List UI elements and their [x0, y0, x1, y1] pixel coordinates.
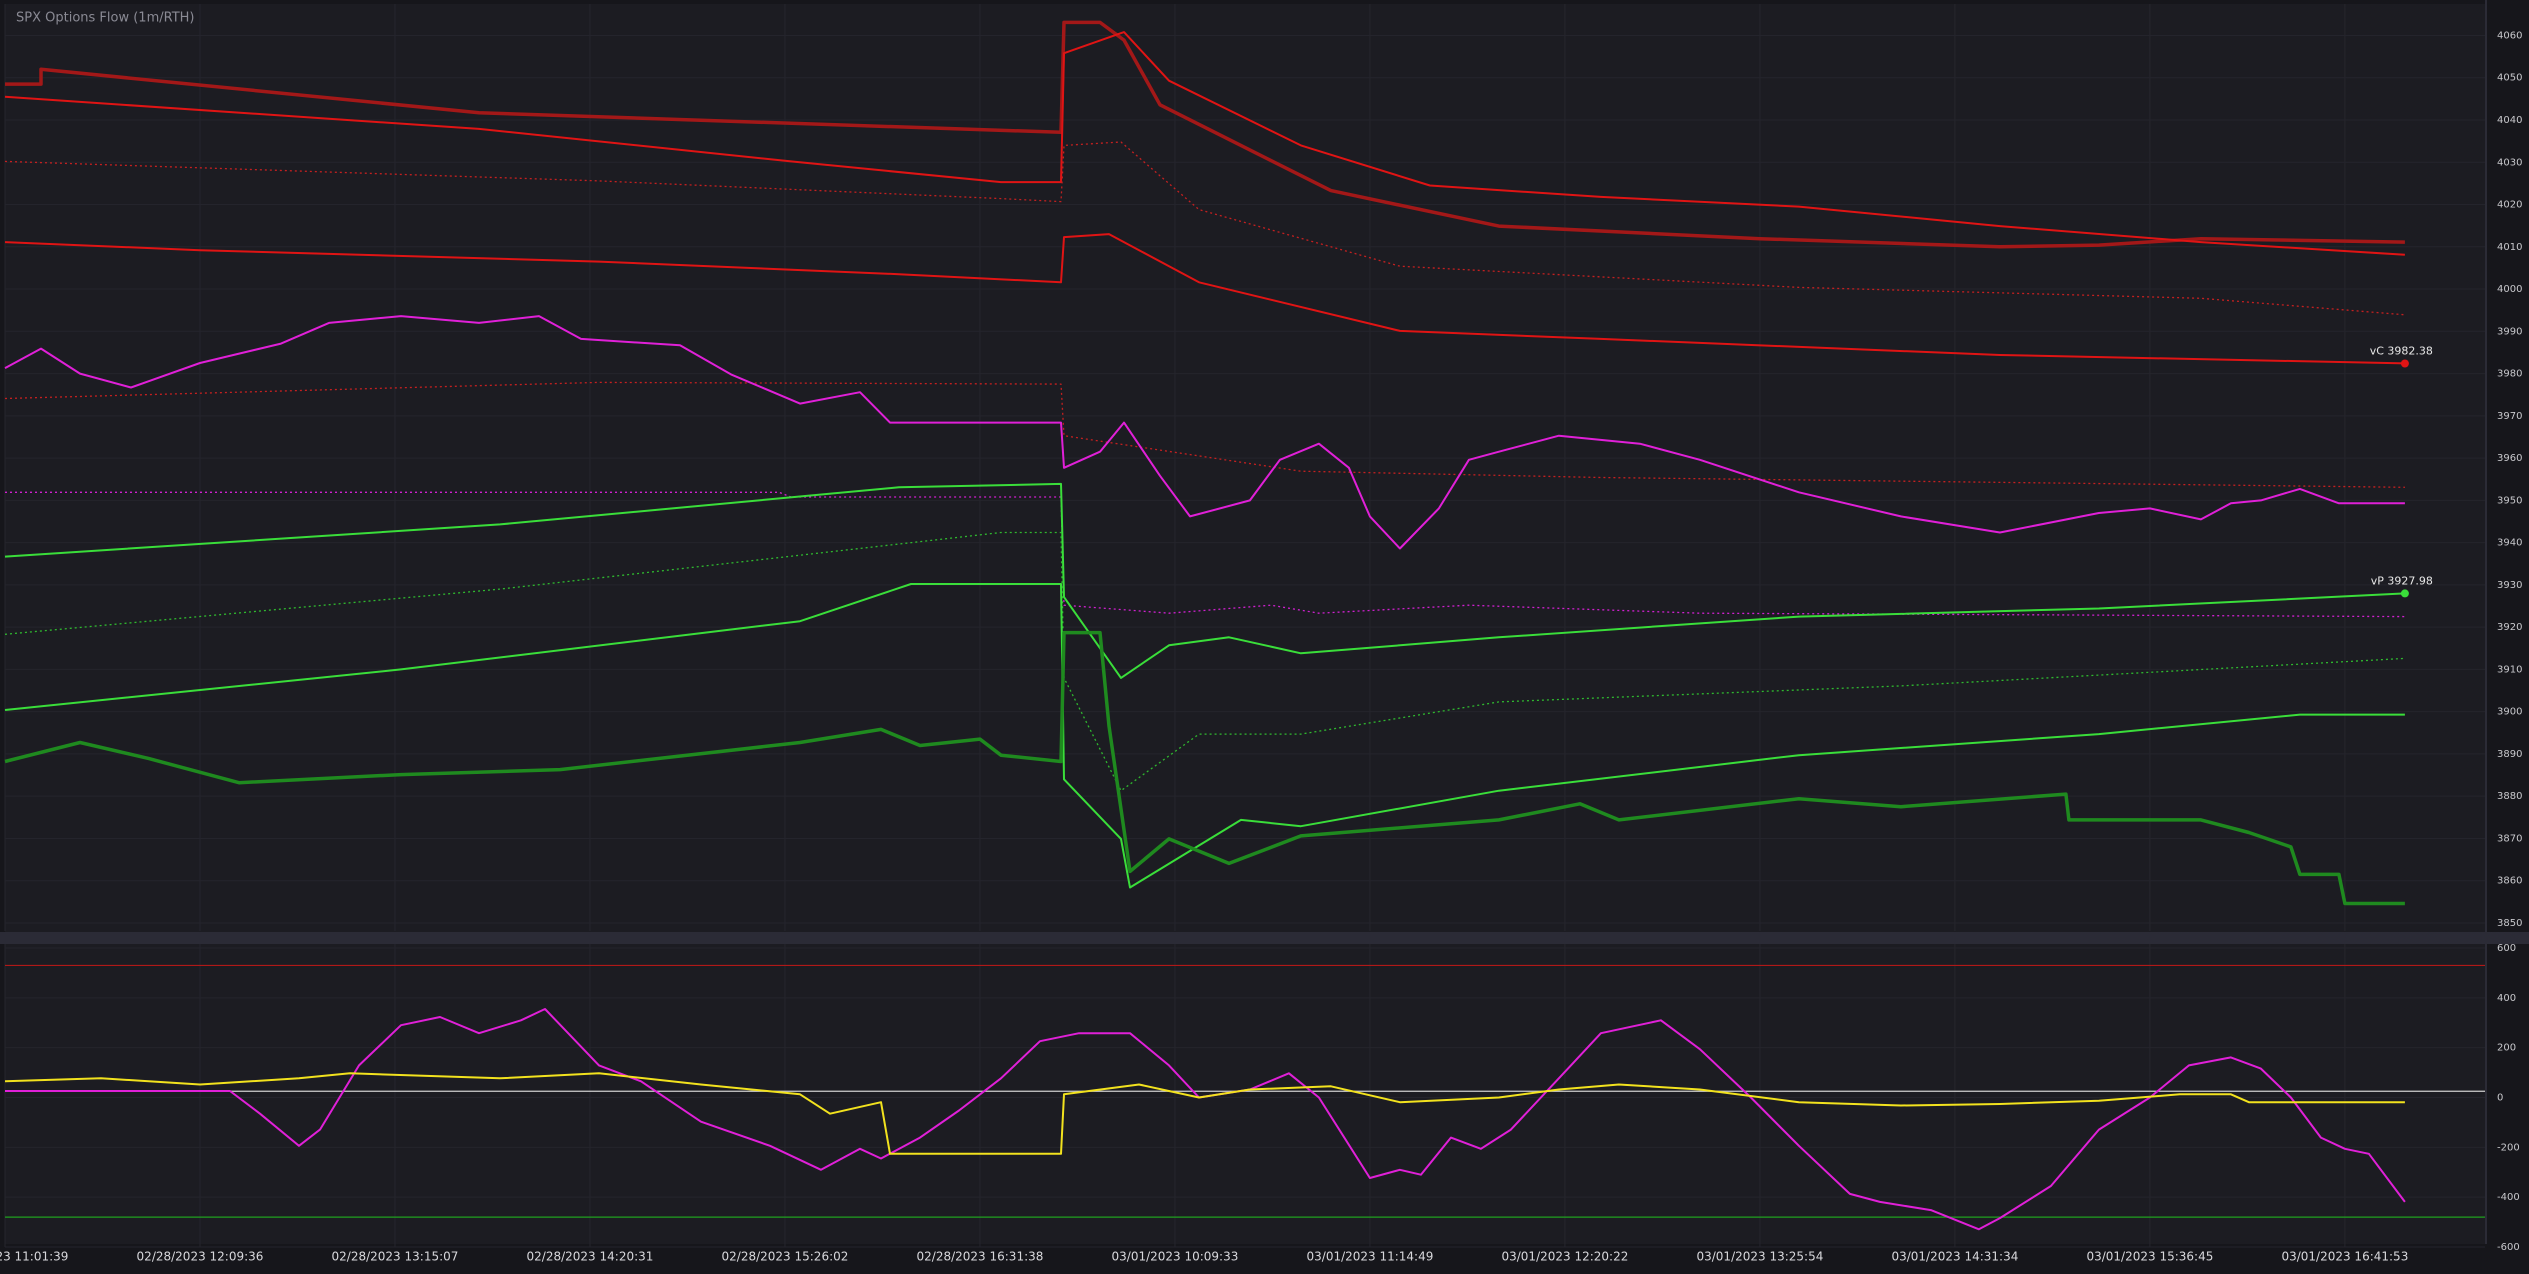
y-tick-label: 3930: [2497, 580, 2522, 591]
x-tick-label: 02/28/2023 12:09:36: [137, 1250, 264, 1264]
y-tick-label: 3900: [2497, 707, 2522, 718]
x-tick-label: 03/01/2023 11:14:49: [1307, 1250, 1434, 1264]
y-tick-label: -600: [2497, 1242, 2520, 1253]
series-line: [4, 315, 2405, 550]
oscillator-panel: [5, 944, 2485, 1244]
y-tick-label: 3920: [2497, 622, 2522, 633]
y-tick-label: 400: [2497, 993, 2516, 1004]
y-tick-label: 200: [2497, 1043, 2516, 1054]
x-tick-label: 03/01/2023 16:41:53: [2281, 1250, 2408, 1264]
y-tick-label: 4060: [2497, 30, 2522, 41]
x-tick-label: 03/01/2023 12:20:22: [1501, 1250, 1628, 1264]
annotation-marker: [2400, 359, 2409, 368]
y-tick-label: 3850: [2497, 918, 2522, 929]
y-tick-label: 4050: [2497, 73, 2522, 84]
series-line: [4, 141, 2405, 316]
y-tick-label: -400: [2497, 1192, 2520, 1203]
series-line: [5, 20, 2405, 249]
y-tick-label: 4040: [2497, 115, 2522, 126]
series-line: [5, 491, 2405, 618]
annotation-marker: [2400, 589, 2409, 598]
y-tick-label: 3940: [2497, 538, 2522, 549]
series-line: [4, 630, 2405, 906]
y-tick-label: 3990: [2497, 326, 2522, 337]
series-line: [4, 583, 2405, 889]
y-tick-label: 0: [2497, 1093, 2503, 1104]
panel-separator: [0, 932, 2529, 944]
y-tick-label: 3890: [2497, 749, 2522, 760]
series-line: [4, 531, 2405, 792]
series-line: [4, 482, 2405, 679]
layers: 3850 3860 3870 3880 3890 3900 3910 3920 3930 3940…: [0, 4, 2522, 1264]
annotation-label: vP 3927.98: [2371, 574, 2433, 587]
price-panel: [5, 4, 2485, 932]
y-tick-label: 3860: [2497, 876, 2522, 887]
x-tick-label: 02/28/2023 13:15:07: [332, 1250, 459, 1264]
y-tick-label: 4000: [2497, 284, 2522, 295]
y-tick-label: 3870: [2497, 833, 2522, 844]
chart-title: SPX Options Flow (1m/RTH): [16, 11, 195, 26]
series-line: [5, 1008, 2406, 1231]
y-tick-label: 600: [2497, 943, 2516, 954]
x-tick-label: 03/01/2023 14:31:34: [1891, 1250, 2018, 1264]
x-tick-label: 03/01/2023 10:09:33: [1112, 1250, 1239, 1264]
x-tick-label: 03/01/2023 13:25:54: [1696, 1250, 1823, 1264]
y-tick-label: 4010: [2497, 242, 2522, 253]
series-line: [4, 233, 2405, 365]
y-tick-label: -200: [2497, 1142, 2520, 1153]
x-tick-label: 03/01/2023 15:36:45: [2086, 1250, 2213, 1264]
series-line: [4, 31, 2405, 256]
y-tick-label: 4030: [2497, 157, 2522, 168]
y-tick-label: 3950: [2497, 495, 2522, 506]
annotation-label: vC 3982.38: [2370, 345, 2433, 358]
x-tick-label: 02/28/2023 11:01:39: [0, 1250, 68, 1264]
y-tick-label: 3910: [2497, 664, 2522, 675]
series-line: [4, 1072, 2405, 1155]
x-tick-label: 02/28/2023 14:20:31: [527, 1250, 654, 1264]
y-tick-label: 3970: [2497, 411, 2522, 422]
y-tick-label: 3880: [2497, 791, 2522, 802]
x-tick-label: 02/28/2023 15:26:02: [722, 1250, 849, 1264]
y-tick-label: 3980: [2497, 369, 2522, 380]
y-tick-label: 4020: [2497, 200, 2522, 211]
x-tick-label: 02/28/2023 16:31:38: [917, 1250, 1044, 1264]
y-tick-label: 3960: [2497, 453, 2522, 464]
